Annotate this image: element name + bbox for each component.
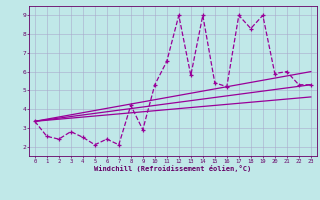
X-axis label: Windchill (Refroidissement éolien,°C): Windchill (Refroidissement éolien,°C) xyxy=(94,165,252,172)
